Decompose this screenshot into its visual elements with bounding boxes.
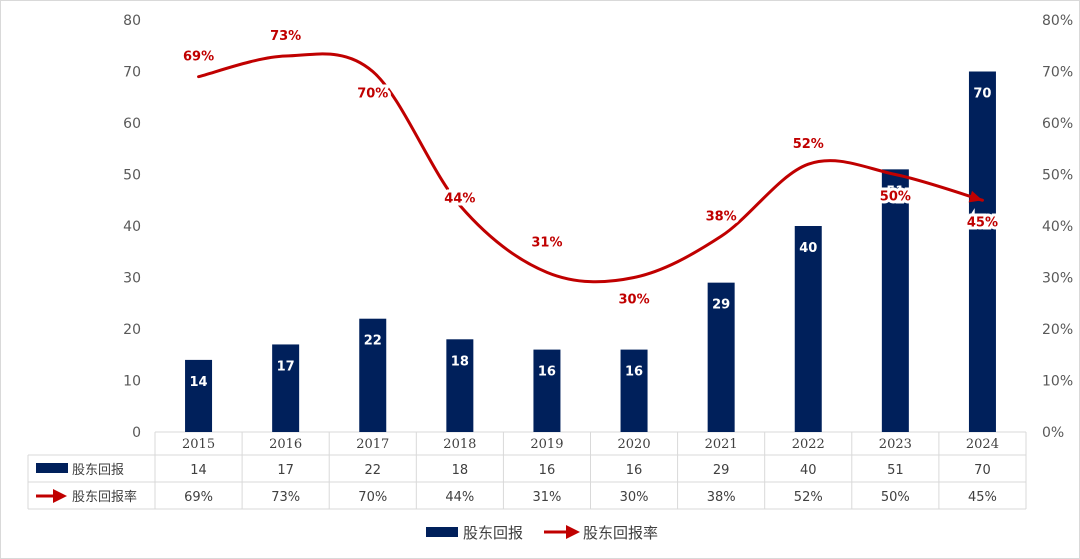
left-axis-tick: 10 (123, 374, 141, 390)
table-cell: 52% (794, 490, 823, 505)
bar-value-label: 40 (799, 241, 817, 256)
table-cell: 29 (713, 463, 730, 478)
legend-arrow-icon (566, 525, 580, 539)
left-axis-tick: 20 (123, 322, 141, 338)
line-value-label: 69% (183, 50, 214, 65)
bar-value-label: 18 (451, 354, 469, 369)
category-label: 2017 (356, 437, 389, 452)
line-value-label: 52% (793, 137, 824, 152)
right-axis-tick: 20% (1042, 322, 1073, 338)
left-axis-tick: 80 (123, 13, 141, 29)
legend-line-label: 股东回报率 (583, 524, 658, 542)
table-arrow-icon (53, 489, 67, 503)
right-axis-ticks: 0% 10% 20% 30% 40% 50% 60% 70% 80% (1042, 13, 1073, 441)
bar (968, 71, 996, 432)
bar-series: 14 17 22 18 16 16 29 40 51 70 (185, 71, 996, 432)
table-cell: 69% (184, 490, 213, 505)
category-label: 2021 (705, 437, 738, 452)
bar (881, 169, 909, 432)
table-cell: 45% (968, 490, 997, 505)
bar-value-label: 14 (190, 375, 208, 390)
line-value-label: 44% (444, 191, 475, 206)
category-label: 2022 (792, 437, 825, 452)
bar-value-label: 17 (277, 359, 295, 374)
table-cell: 70% (358, 490, 387, 505)
table-cell: 51 (887, 463, 904, 478)
line-value-label: 30% (618, 293, 649, 308)
category-label: 2016 (269, 437, 302, 452)
table-row-header: 股东回报 (72, 463, 124, 478)
category-label: 2019 (530, 437, 563, 452)
bar (272, 344, 300, 432)
legend-bar-label: 股东回报 (463, 524, 523, 542)
category-label: 2024 (966, 437, 999, 452)
table-cell: 22 (364, 463, 381, 478)
right-axis-tick: 0% (1042, 425, 1064, 441)
table-cell: 18 (452, 463, 469, 478)
table-row-header: 股东回报率 (72, 489, 137, 505)
line-arrowhead (968, 190, 983, 203)
legend: 股东回报 股东回报率 (426, 524, 658, 542)
left-axis-ticks: 0 10 20 30 40 50 60 70 80 (123, 13, 141, 441)
line-value-label: 45% (967, 215, 998, 230)
bar-value-label: 16 (625, 365, 643, 380)
bar-value-label: 51 (886, 184, 904, 199)
bar (794, 226, 822, 432)
table-cell: 14 (190, 463, 207, 478)
category-label: 2015 (182, 437, 215, 452)
bar (620, 349, 648, 432)
table-cell: 50% (881, 490, 910, 505)
right-axis-tick: 60% (1042, 116, 1073, 132)
table-bar-swatch (36, 463, 68, 473)
left-axis-tick: 70 (123, 65, 141, 81)
bar-value-label: 29 (712, 298, 730, 313)
left-axis-tick: 60 (123, 116, 141, 132)
table-cell: 38% (707, 490, 736, 505)
table-cell: 30% (620, 490, 649, 505)
table-cell: 73% (271, 490, 300, 505)
left-axis-tick: 50 (123, 168, 141, 184)
table-cell: 16 (539, 463, 556, 478)
table-cell: 16 (626, 463, 643, 478)
line-value-label: 38% (706, 209, 737, 224)
right-axis-tick: 40% (1042, 219, 1073, 235)
bar-value-label: 70 (973, 87, 991, 102)
right-axis-tick: 80% (1042, 13, 1073, 29)
table-cell: 40 (800, 463, 817, 478)
table-cell: 31% (532, 490, 561, 505)
right-axis-tick: 50% (1042, 168, 1073, 184)
category-label: 2018 (443, 437, 476, 452)
bar (446, 339, 474, 432)
bar-value-label: 16 (538, 365, 556, 380)
category-label: 2020 (618, 437, 651, 452)
right-axis-tick: 30% (1042, 271, 1073, 287)
left-axis-tick: 30 (123, 271, 141, 287)
line-value-label: 31% (531, 235, 562, 250)
left-axis-tick: 0 (132, 425, 141, 441)
category-label: 2023 (879, 437, 912, 452)
line-path (197, 52, 984, 284)
bar (359, 318, 387, 432)
bar (533, 349, 561, 432)
legend-bar-swatch (426, 527, 458, 537)
bar (707, 282, 735, 432)
bar-value-label: 22 (364, 334, 382, 349)
line-value-label: 70% (357, 87, 388, 102)
line-value-label: 73% (270, 29, 301, 44)
left-axis-tick: 40 (123, 219, 141, 235)
line-series: 69% 73% 70% 44% 31% 30% 38% 52% 50% 45% (180, 26, 1001, 310)
line-value-label: 50% (880, 190, 911, 205)
table-cell: 44% (445, 490, 474, 505)
table-cell: 70 (974, 463, 991, 478)
right-axis-tick: 70% (1042, 65, 1073, 81)
table-cell: 17 (277, 463, 294, 478)
right-axis-tick: 10% (1042, 374, 1073, 390)
bar (185, 359, 213, 432)
